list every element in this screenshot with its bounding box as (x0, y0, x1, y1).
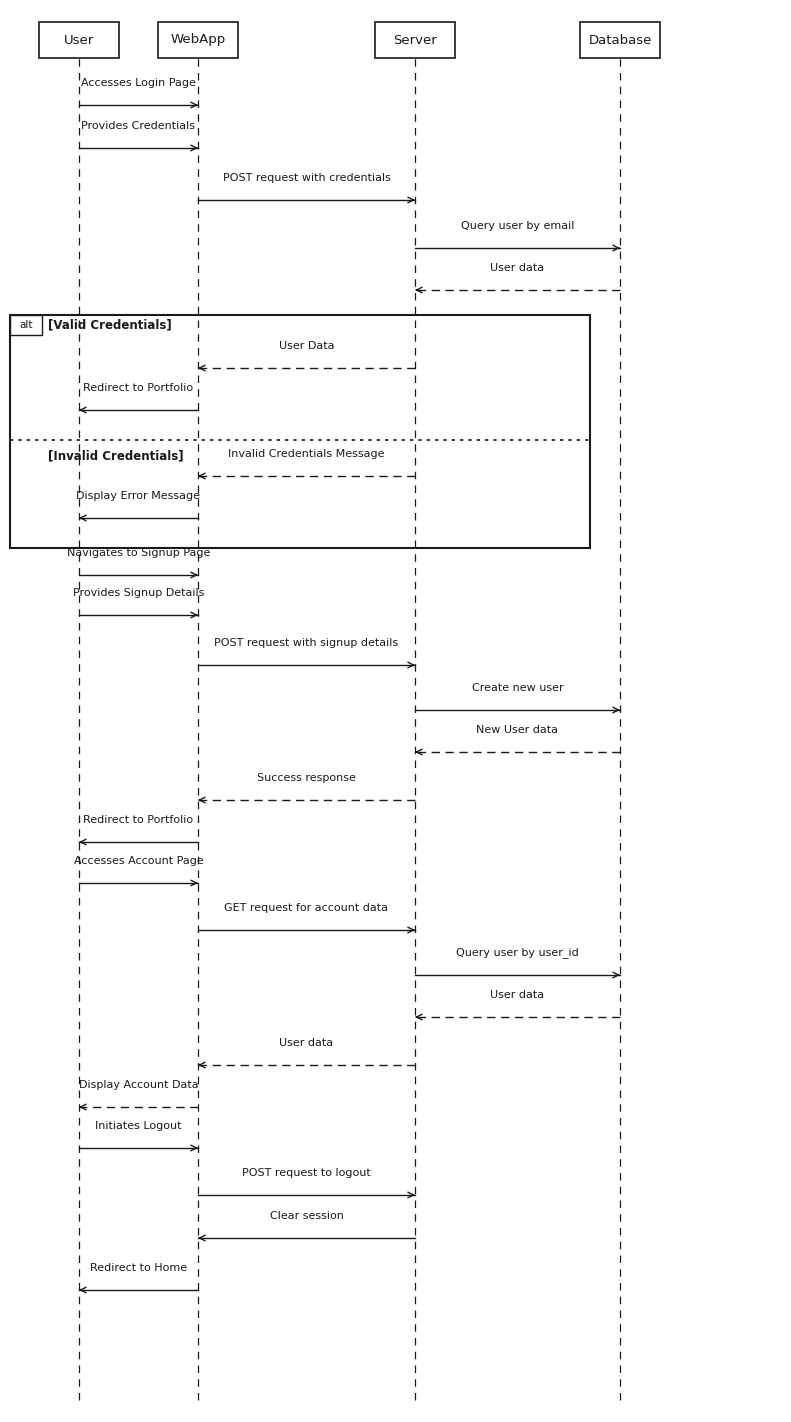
Text: Provides Signup Details: Provides Signup Details (73, 587, 204, 597)
Text: POST request with signup details: POST request with signup details (214, 638, 399, 648)
Text: User data: User data (490, 263, 544, 273)
Text: POST request with credentials: POST request with credentials (222, 173, 391, 183)
Text: Provides Credentials: Provides Credentials (81, 121, 195, 131)
Text: Display Error Message: Display Error Message (77, 491, 200, 501)
Text: [Invalid Credentials]: [Invalid Credentials] (48, 449, 184, 462)
Text: Accesses Account Page: Accesses Account Page (74, 856, 203, 866)
Text: User data: User data (279, 1038, 334, 1048)
Text: Navigates to Signup Page: Navigates to Signup Page (66, 547, 210, 557)
FancyBboxPatch shape (10, 316, 42, 336)
Text: alt: alt (19, 320, 32, 330)
Text: Redirect to Portfolio: Redirect to Portfolio (83, 383, 194, 392)
Text: POST request to logout: POST request to logout (242, 1167, 371, 1177)
Text: Database: Database (589, 34, 652, 47)
FancyBboxPatch shape (158, 21, 238, 58)
Text: Success response: Success response (257, 774, 356, 784)
Text: Create new user: Create new user (471, 683, 563, 693)
Text: Clear session: Clear session (270, 1212, 343, 1221)
Text: Query user by user_id: Query user by user_id (456, 947, 579, 958)
Text: Query user by email: Query user by email (461, 220, 574, 230)
FancyBboxPatch shape (580, 21, 660, 58)
Text: Display Account Data: Display Account Data (78, 1079, 199, 1089)
Text: Accesses Login Page: Accesses Login Page (81, 78, 196, 88)
Text: New User data: New User data (476, 725, 558, 735)
FancyBboxPatch shape (39, 21, 119, 58)
Text: WebApp: WebApp (170, 34, 225, 47)
Text: Initiates Logout: Initiates Logout (95, 1121, 182, 1130)
Text: Redirect to Portfolio: Redirect to Portfolio (83, 815, 194, 825)
Text: Server: Server (393, 34, 437, 47)
Text: Redirect to Home: Redirect to Home (90, 1263, 187, 1273)
Text: Invalid Credentials Message: Invalid Credentials Message (229, 449, 384, 459)
Text: User data: User data (490, 990, 544, 1000)
Text: User: User (64, 34, 94, 47)
FancyBboxPatch shape (375, 21, 455, 58)
Text: [Valid Credentials]: [Valid Credentials] (48, 319, 172, 331)
Text: User Data: User Data (278, 341, 335, 351)
Text: GET request for account data: GET request for account data (225, 903, 388, 913)
